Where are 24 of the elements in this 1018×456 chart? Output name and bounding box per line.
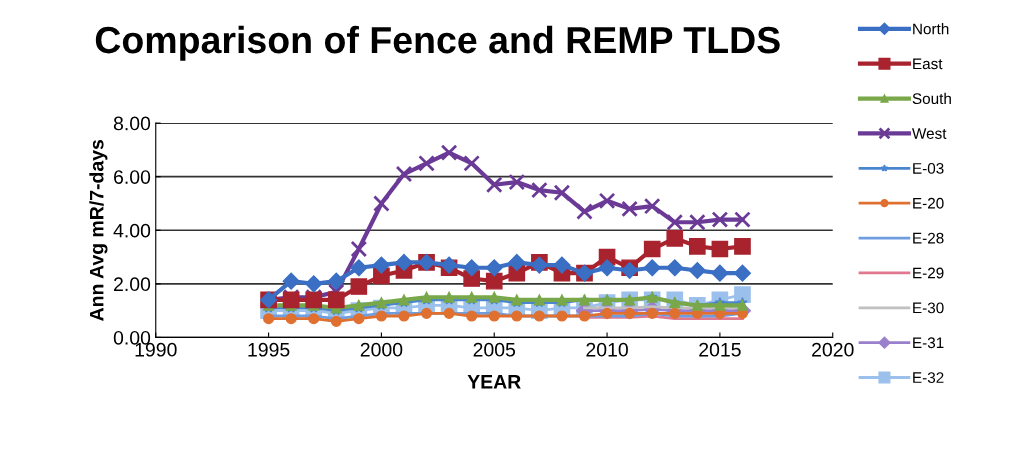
legend-label: E-28 [913,232,944,244]
legend-label: South [912,92,951,105]
legend-label: North [913,23,949,35]
chart-title: Comparison of Fence and REMP TLDS [95,25,780,61]
y-tick-label: 8.00 [113,116,151,131]
legend-label: West [912,128,947,139]
y-axis-title: Ann Avg mR/7-days [89,139,108,321]
legend-label: E-32 [913,372,944,383]
legend-label: East [913,58,943,70]
x-tick-label: 2000 [360,342,403,357]
y-tick-label: 2.00 [114,277,151,292]
y-tick-label: 4.00 [113,223,151,238]
x-tick-label: 2020 [812,342,854,357]
y-tick-label: 6.00 [114,170,151,184]
x-tick-label: 2010 [586,342,628,357]
x-tick-label: 1995 [248,342,290,357]
legend-label: E-30 [913,302,944,314]
x-axis-title: YEAR [467,375,521,389]
legend-label: E-29 [913,267,944,279]
x-tick-label: 2005 [473,342,516,357]
legend-label: E-31 [913,337,944,349]
x-tick-label: 2015 [699,342,741,357]
legend-label: E-03 [913,162,944,174]
legend-label: E-20 [913,197,944,209]
